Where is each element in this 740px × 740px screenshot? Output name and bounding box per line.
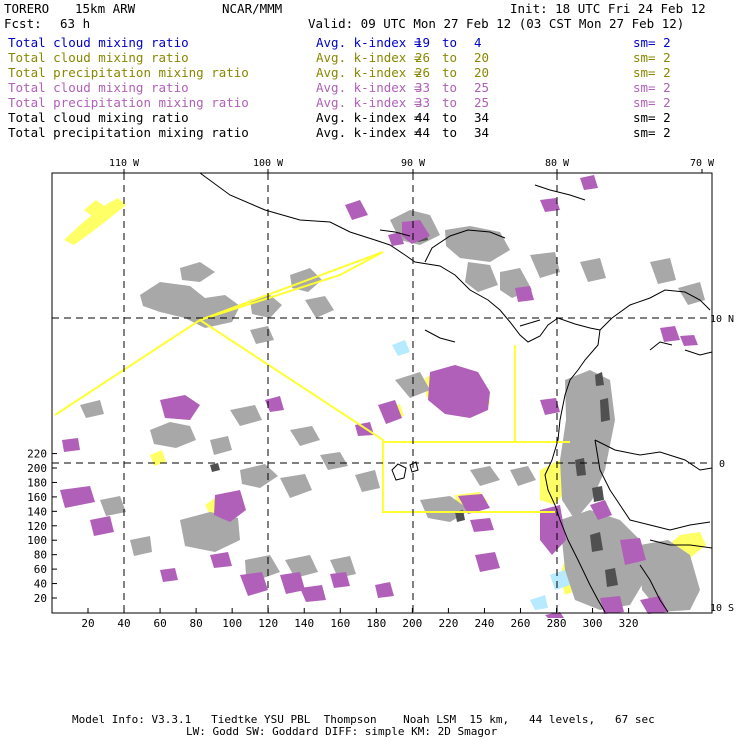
model-info-line2: LW: Godd SW: Goddard DIFF: simple KM: 2D… xyxy=(186,725,498,738)
x-tick-label: 80 xyxy=(189,617,202,630)
legend-to-label: to xyxy=(442,50,458,65)
legend-field-name: Total cloud mixing ratio xyxy=(8,35,189,50)
x-tick-label: 40 xyxy=(117,617,130,630)
legend-smoothing: sm= 2 xyxy=(633,50,671,65)
gray-cloud-field xyxy=(80,210,705,612)
legend-from-value: 19 xyxy=(415,35,431,50)
x-tick-label: 100 xyxy=(222,617,242,630)
legend-avg-label: Avg. k-index = xyxy=(316,95,422,110)
latitude-label: 10 S xyxy=(710,603,734,614)
longitude-label: 80 W xyxy=(545,158,570,169)
map-border xyxy=(51,172,713,614)
model-resolution: 15km ARW xyxy=(75,1,136,16)
legend-smoothing: sm= 2 xyxy=(633,35,671,50)
x-tick-label: 240 xyxy=(475,617,495,630)
y-tick-label: 100 xyxy=(27,534,47,547)
y-tick-label: 160 xyxy=(27,491,47,504)
legend-field-name: Total precipitation mixing ratio xyxy=(8,65,249,80)
legend-avg-label: Avg. k-index = xyxy=(316,80,422,95)
x-tick-label: 60 xyxy=(153,617,166,630)
longitude-label: 90 W xyxy=(401,158,426,169)
init-time: Init: 18 UTC Fri 24 Feb 12 xyxy=(510,1,706,16)
model-name: TORERO xyxy=(4,1,50,16)
legend-smoothing: sm= 2 xyxy=(633,125,671,140)
legend-avg-label: Avg. k-index = xyxy=(316,125,422,140)
y-tick-label: 220 xyxy=(27,448,47,461)
x-tick-label: 320 xyxy=(619,617,639,630)
y-tick-label: 40 xyxy=(34,578,47,591)
cloud-fields xyxy=(60,175,706,618)
legend-avg-label: Avg. k-index = xyxy=(316,50,422,65)
legend-field-name: Total cloud mixing ratio xyxy=(8,80,189,95)
legend-to-label: to xyxy=(442,80,458,95)
legend-from-value: 33 xyxy=(415,95,431,110)
x-tick-label: 200 xyxy=(402,617,422,630)
x-tick-label: 220 xyxy=(438,617,458,630)
legend-smoothing: sm= 2 xyxy=(633,80,671,95)
y-tick-label: 20 xyxy=(34,592,47,605)
legend-to-value: 34 xyxy=(474,125,490,140)
y-tick-label: 120 xyxy=(27,520,47,533)
legend-to-value: 20 xyxy=(474,65,490,80)
legend-to-value: 25 xyxy=(474,80,490,95)
legend-avg-label: Avg. k-index = xyxy=(316,110,422,125)
purple-cloud-field xyxy=(60,175,698,618)
legend-from-value: 26 xyxy=(415,65,431,80)
valid-time: Valid: 09 UTC Mon 27 Feb 12 (03 CST Mon … xyxy=(308,16,685,31)
x-tick-label: 300 xyxy=(583,617,603,630)
y-tick-label: 180 xyxy=(27,476,47,489)
legend-to-value: 20 xyxy=(474,50,490,65)
longitude-label: 110 W xyxy=(109,158,140,169)
legend-smoothing: sm= 2 xyxy=(633,110,671,125)
x-tick-label: 280 xyxy=(547,617,567,630)
y-tick-label: 140 xyxy=(27,505,47,518)
domain-boundaries xyxy=(54,251,570,513)
legend-field-name: Total precipitation mixing ratio xyxy=(8,125,249,140)
legend-avg-label: Avg. k-index = xyxy=(316,35,422,50)
legend-field-name: Total precipitation mixing ratio xyxy=(8,95,249,110)
x-tick-label: 20 xyxy=(81,617,94,630)
legend-avg-label: Avg. k-index = xyxy=(316,65,422,80)
y-tick-label: 200 xyxy=(27,462,47,475)
legend-from-value: 44 xyxy=(415,110,431,125)
longitude-label: 100 W xyxy=(253,158,284,169)
legend-field-name: Total cloud mixing ratio xyxy=(8,110,189,125)
legend-field-name: Total cloud mixing ratio xyxy=(8,50,189,65)
forecast-label: Fcst: xyxy=(4,16,42,31)
model-info-line1: Model Info: V3.3.1 Tiedtke YSU PBL Thomp… xyxy=(72,713,655,726)
legend-to-label: to xyxy=(442,65,458,80)
y-tick-label: 80 xyxy=(34,549,47,562)
legend-to-label: to xyxy=(442,125,458,140)
x-tick-label: 120 xyxy=(258,617,278,630)
x-tick-label: 160 xyxy=(330,617,350,630)
legend-from-value: 26 xyxy=(415,50,431,65)
x-tick-label: 140 xyxy=(294,617,314,630)
legend-to-value: 4 xyxy=(474,35,482,50)
map-frame xyxy=(51,172,713,614)
legend-to-label: to xyxy=(442,35,458,50)
x-tick-label: 260 xyxy=(511,617,531,630)
legend-to-value: 25 xyxy=(474,95,490,110)
x-tick-label: 180 xyxy=(366,617,386,630)
organization: NCAR/MMM xyxy=(222,1,283,16)
y-tick-label: 60 xyxy=(34,563,47,576)
legend-to-value: 34 xyxy=(474,110,490,125)
legend-to-label: to xyxy=(442,110,458,125)
legend-from-value: 44 xyxy=(415,125,431,140)
legend-to-label: to xyxy=(442,95,458,110)
latitude-label: 10 N xyxy=(710,314,734,325)
legend-smoothing: sm= 2 xyxy=(633,95,671,110)
forecast-hour: 63 h xyxy=(60,16,91,31)
legend-from-value: 33 xyxy=(415,80,431,95)
latitude-label: 0 xyxy=(719,459,725,470)
legend-smoothing: sm= 2 xyxy=(633,65,671,80)
longitude-label: 70 W xyxy=(690,158,715,169)
